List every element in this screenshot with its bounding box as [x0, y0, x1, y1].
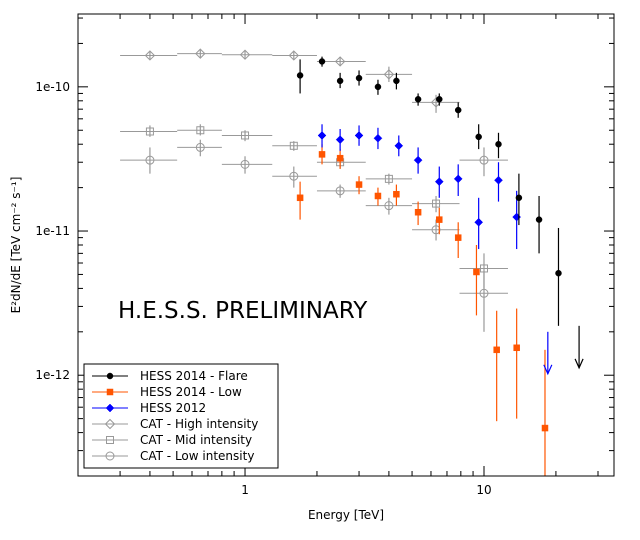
legend-swatch-marker: [105, 451, 115, 461]
legend: HESS 2014 - Flare HESS 2014 - Low HESS 201…: [83, 363, 279, 469]
series-hess-2014-flare: [296, 56, 584, 370]
data-point: [453, 174, 463, 184]
data-point: [335, 135, 345, 145]
data-point: [355, 74, 363, 82]
data-point: [336, 154, 344, 162]
data-point: [454, 106, 462, 114]
data-point: [535, 216, 543, 223]
data-point: [494, 175, 503, 185]
data-point: [334, 56, 346, 67]
data-point: [515, 194, 523, 202]
y-axis-title: E²dN/dE [TeV cm⁻² s⁻¹]: [9, 177, 23, 314]
data-point: [414, 208, 422, 216]
legend-label: CAT - Mid intensity: [140, 433, 252, 447]
data-point: [479, 155, 489, 165]
data-point: [354, 131, 364, 140]
data-point: [436, 216, 443, 223]
data-point: [318, 58, 326, 65]
data-point: [384, 201, 394, 211]
data-point: [475, 133, 482, 141]
x-tick-label: 1: [241, 483, 249, 497]
series-hess-2014-low: [296, 144, 549, 476]
data-point: [336, 77, 344, 85]
data-point: [195, 142, 205, 152]
data-point: [145, 127, 154, 136]
legend-entry-hess-2012: HESS 2012: [92, 401, 206, 415]
data-point: [318, 151, 326, 158]
data-point: [434, 177, 444, 187]
series-hess-2012: [317, 124, 553, 376]
data-point: [373, 133, 383, 143]
data-point: [383, 69, 395, 80]
data-point: [289, 141, 298, 150]
legend-swatch-marker: [106, 436, 114, 444]
data-point: [317, 131, 327, 140]
data-point: [145, 155, 155, 165]
data-point: [393, 77, 400, 85]
x-axis-title: Energy [TeV]: [308, 508, 384, 522]
data-point: [474, 217, 484, 227]
data-point: [288, 50, 300, 61]
y-tick-label: 1e-11: [35, 224, 70, 238]
legend-label: CAT - High intensity: [140, 417, 258, 431]
data-point: [513, 344, 520, 352]
legend-swatch-marker: [106, 372, 114, 380]
data-point: [355, 181, 363, 188]
series-cat-high-intensity: [120, 48, 460, 113]
data-point: [144, 50, 156, 61]
data-point: [436, 96, 443, 103]
legend-box: [83, 363, 279, 469]
legend-entry-cat-mid-intensity: CAT - Mid intensity: [92, 433, 252, 447]
upper-limit-arrowhead: [543, 364, 553, 376]
series-cat-low-intensity: [120, 139, 508, 332]
legend-label: HESS 2012: [140, 401, 206, 415]
data-point: [479, 288, 489, 298]
data-point: [241, 131, 250, 140]
data-point: [393, 190, 400, 198]
x-tick-label: 10: [476, 483, 491, 497]
data-point: [240, 159, 250, 169]
data-point: [239, 49, 251, 60]
data-point: [473, 268, 480, 276]
data-marks: [120, 48, 584, 476]
data-point: [195, 48, 206, 59]
legend-entry-hess-2014-low: HESS 2014 - Low: [92, 385, 242, 399]
data-point: [394, 141, 404, 151]
y-tick-label: 1e-12: [35, 368, 70, 382]
axis-ticks: 1 10 1e-12 1e-11 1e-10: [35, 14, 614, 497]
data-point: [431, 225, 441, 235]
data-point: [374, 83, 382, 91]
data-point: [541, 424, 549, 432]
data-point: [454, 234, 462, 241]
y-tick-label: 1e-10: [35, 80, 70, 94]
data-point: [384, 174, 393, 183]
data-point: [413, 155, 423, 165]
data-point: [296, 72, 304, 79]
legend-swatch-marker: [106, 388, 114, 396]
legend-entry-hess-2014-flare: HESS 2014 - Flare: [92, 369, 248, 383]
data-point: [432, 199, 441, 208]
legend-label: CAT - Low intensity: [140, 449, 254, 463]
data-point: [196, 126, 205, 135]
data-point: [289, 171, 299, 181]
data-point: [495, 140, 502, 148]
data-point: [374, 192, 382, 200]
upper-limit-arrowhead: [574, 358, 584, 370]
data-point: [296, 194, 304, 202]
preliminary-annotation: H.E.S.S. PRELIMINARY: [118, 298, 368, 324]
data-point: [493, 346, 500, 354]
data-point: [555, 269, 562, 277]
legend-swatch-marker: [105, 403, 115, 413]
legend-label: HESS 2014 - Flare: [140, 369, 248, 383]
data-point: [335, 186, 345, 196]
legend-entry-cat-high-intensity: CAT - High intensity: [92, 417, 258, 431]
legend-label: HESS 2014 - Low: [140, 385, 242, 399]
data-point: [414, 96, 422, 103]
legend-swatch-marker: [104, 418, 116, 430]
legend-entry-cat-low-intensity: CAT - Low intensity: [92, 449, 254, 463]
